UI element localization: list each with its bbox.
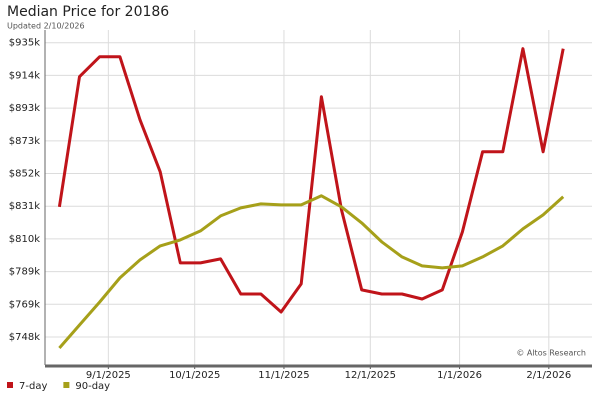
y-tick-label: $810k [9,234,40,245]
y-tick-label: $748k [9,332,40,343]
y-tick-label: $831k [9,201,40,212]
legend-swatch [7,382,13,388]
y-tick-label: $769k [9,299,40,310]
y-tick-label: $873k [9,136,40,147]
x-tick-label: 1/1/2026 [437,370,482,381]
chart-title: Median Price for 20186 [7,4,169,20]
legend-label: 7-day [19,381,47,392]
x-tick-label: 12/1/2025 [345,370,396,381]
legend-label: 90-day [75,381,110,392]
x-tick-label: 11/1/2025 [258,370,309,381]
x-tick-label: 2/1/2026 [526,370,571,381]
legend-swatch [63,382,70,388]
x-tick-label: 9/1/2025 [86,370,131,381]
x-tick-label: 10/1/2025 [169,370,220,381]
y-tick-label: $935k [9,38,40,49]
y-tick-label: $914k [9,70,40,81]
y-tick-label: $789k [9,267,40,278]
chart-subtitle: Updated 2/10/2026 [7,22,85,31]
y-tick-label: $852k [9,169,40,180]
series-line [57,47,565,314]
y-tick-label: $893k [9,103,40,114]
watermark: © Altos Research [516,349,586,358]
series-line [58,194,565,349]
